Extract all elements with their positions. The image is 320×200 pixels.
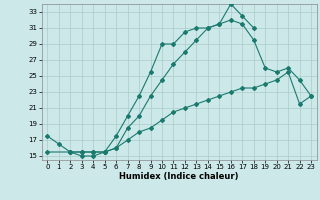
X-axis label: Humidex (Indice chaleur): Humidex (Indice chaleur) [119, 172, 239, 181]
